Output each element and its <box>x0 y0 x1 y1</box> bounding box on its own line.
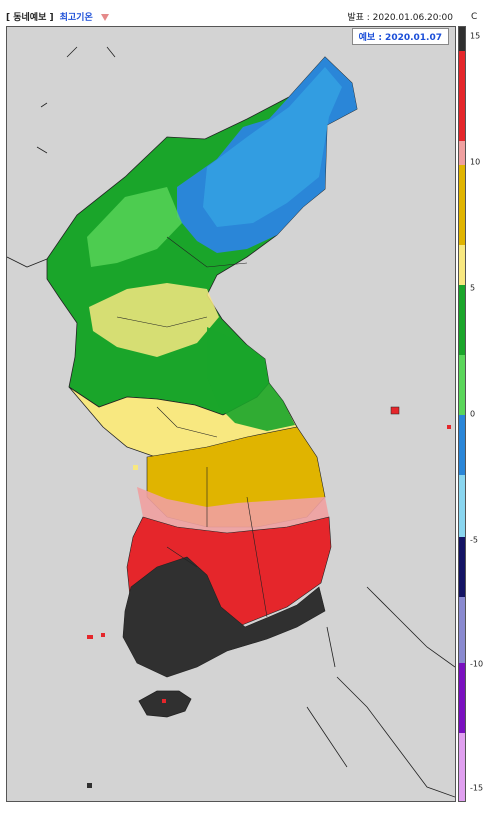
product-title: [ 동네예보 ] 최고기온 <box>6 10 109 23</box>
west-island-1 <box>133 465 138 470</box>
jeju-peak-marker <box>162 699 166 703</box>
cb-lightgreen <box>459 355 465 415</box>
central-region-green <box>207 327 295 431</box>
header: [ 동네예보 ] 최고기온 발표 : 2020.01.06.20:00 <box>0 0 487 26</box>
tick-minus15: -15 <box>470 783 484 793</box>
tick-minus5: -5 <box>470 535 478 545</box>
cb-purple <box>459 663 465 733</box>
tick-minus10: -10 <box>470 659 484 669</box>
unit-label: C <box>471 12 478 22</box>
product-label: [ 동네예보 ] <box>6 13 54 23</box>
cb-gold <box>459 165 465 245</box>
dokdo-island <box>447 425 451 429</box>
west-island-3 <box>87 635 93 639</box>
cb-navy <box>459 537 465 597</box>
south-island <box>87 783 92 788</box>
colorbar <box>458 26 466 802</box>
central-region-yellow2 <box>89 283 219 357</box>
variable-label: 최고기온 <box>59 13 93 23</box>
issued-time: 발표 : 2020.01.06.20:00 <box>347 13 453 23</box>
cb-yellow <box>459 245 465 285</box>
tick-10: 10 <box>470 157 481 167</box>
cb-red <box>459 51 465 141</box>
cb-lightblue <box>459 475 465 537</box>
west-island-2 <box>137 533 142 538</box>
dropdown-triangle-icon[interactable] <box>100 14 109 21</box>
cb-lavender <box>459 597 465 663</box>
south-region-pink <box>137 487 329 533</box>
west-island-4 <box>101 633 105 637</box>
province-borders <box>116 236 268 618</box>
jeju-island <box>138 690 192 718</box>
china-coastline <box>7 46 116 268</box>
cb-pink <box>459 141 465 165</box>
forecast-date: 예보 : 2020.01.07 <box>351 28 449 45</box>
cb-lightpurple <box>459 733 465 801</box>
cb-blue <box>459 415 465 475</box>
japan-coastline <box>306 586 455 798</box>
tick-0: 0 <box>470 409 476 419</box>
map-panel[interactable]: 예보 : 2020.01.07 <box>6 26 456 802</box>
temperature-map <box>7 46 455 798</box>
north-region-lightgreen <box>87 187 182 267</box>
cb-dark <box>459 27 465 51</box>
tick-15: 15 <box>470 31 481 41</box>
cb-green <box>459 285 465 355</box>
ulleung-island <box>390 406 400 415</box>
tick-5: 5 <box>470 283 476 293</box>
north-region-lightblue <box>203 67 342 227</box>
south-region-dark <box>122 556 326 678</box>
colorbar-svg <box>459 27 465 801</box>
